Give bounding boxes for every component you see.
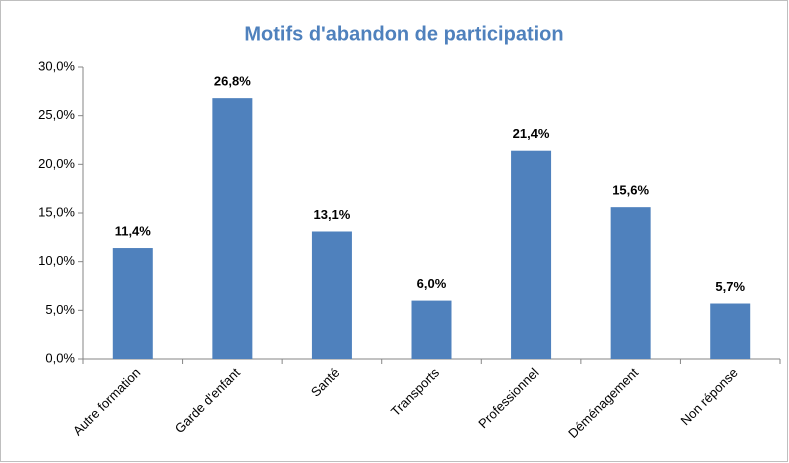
bar <box>212 98 253 359</box>
value-label: 21,4% <box>513 126 550 141</box>
value-label: 26,8% <box>214 74 251 89</box>
y-tick-label: 25,0% <box>38 107 75 122</box>
y-tick-label: 15,0% <box>38 204 75 219</box>
value-label: 6,0% <box>417 276 447 291</box>
chart-title: Motifs d'abandon de participation <box>244 23 563 45</box>
y-tick-label: 30,0% <box>38 58 75 73</box>
value-label: 13,1% <box>313 207 350 222</box>
bar <box>112 248 153 359</box>
bar <box>511 150 552 359</box>
value-label: 5,7% <box>715 279 745 294</box>
bar <box>610 207 651 359</box>
y-tick-label: 5,0% <box>45 302 75 317</box>
bar <box>411 300 452 359</box>
bar <box>311 231 352 359</box>
y-tick-label: 20,0% <box>38 156 75 171</box>
value-label: 11,4% <box>115 223 152 238</box>
bar <box>710 303 751 359</box>
y-tick-label: 10,0% <box>38 253 75 268</box>
y-tick-label: 0,0% <box>45 350 75 365</box>
value-label: 15,6% <box>612 183 649 198</box>
